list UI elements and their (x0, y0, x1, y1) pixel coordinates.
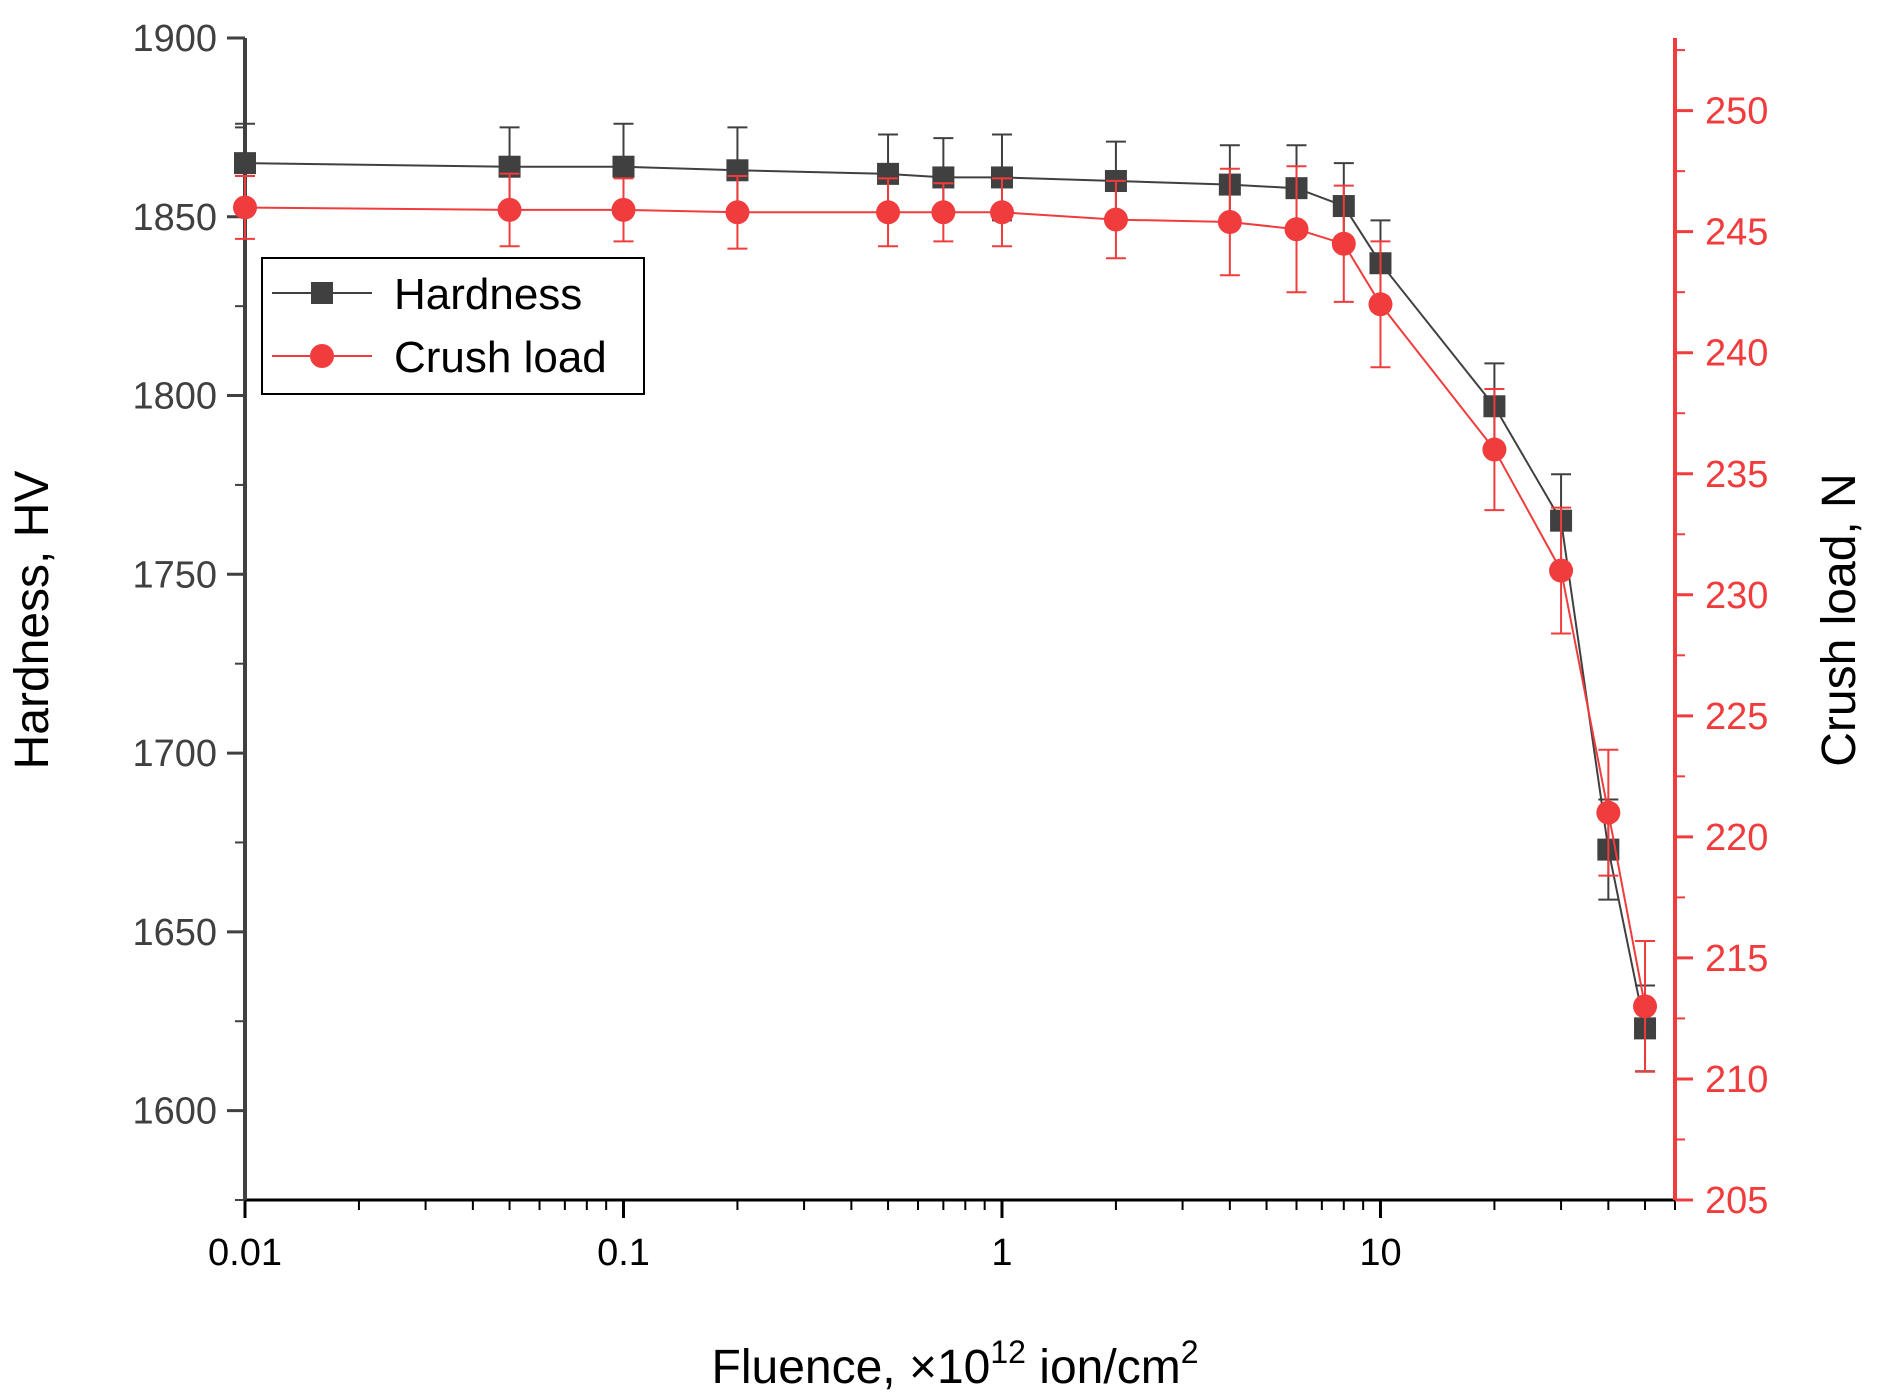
y-left-tick-label: 1900 (132, 18, 217, 60)
y-right-tick-label: 245 (1705, 212, 1768, 254)
data-point (498, 155, 521, 178)
y-right-tick-label: 225 (1705, 696, 1768, 738)
data-point (1482, 437, 1507, 462)
data-point (1549, 558, 1574, 583)
y-left-tick-label: 1750 (132, 554, 217, 596)
x-axis-title-exponent: 12 (990, 1334, 1026, 1370)
legend-hardness-marker (311, 282, 333, 304)
data-point (497, 197, 522, 222)
y-left-tick-label: 1700 (132, 733, 217, 775)
data-point (234, 152, 256, 175)
data-point (876, 200, 901, 225)
data-point (725, 200, 750, 225)
x-axis-title-main: Fluence, ×10 (712, 1341, 991, 1394)
legend-crush-label: Crush load (394, 333, 607, 382)
x-tick-label: 1 (991, 1232, 1012, 1274)
y-right-axis-title: Crush load, N (1813, 473, 1866, 766)
data-point (611, 197, 636, 222)
legend-box (261, 257, 645, 395)
data-point (1596, 800, 1621, 825)
data-point (1633, 994, 1658, 1019)
y-right-tick-label: 230 (1705, 575, 1768, 617)
y-left-axis-title: Hardness, HV (6, 471, 59, 770)
x-tick-label: 0.01 (208, 1232, 282, 1274)
x-axis-title-unit: ion/cm (1026, 1341, 1181, 1394)
series-crush-load (233, 165, 1658, 1073)
data-point (1368, 292, 1393, 317)
y-right-tick-label: 235 (1705, 454, 1768, 496)
data-point (1103, 207, 1128, 232)
series-line (244, 206, 1646, 1007)
data-point (1331, 231, 1356, 256)
legend: Hardness Crush load (261, 257, 645, 395)
series-line (244, 162, 1646, 1029)
data-point (1284, 217, 1309, 242)
data-point (989, 200, 1014, 225)
y-right-tick-label: 240 (1705, 333, 1768, 375)
y-left-tick-label: 1600 (132, 1091, 217, 1133)
y-right-tick-label: 210 (1705, 1059, 1768, 1101)
x-axis-title-unit-exponent: 2 (1181, 1334, 1199, 1370)
series-layer (233, 122, 1658, 1073)
y-right-tick-label: 215 (1705, 938, 1768, 980)
data-point (931, 200, 956, 225)
y-left-tick-label: 1650 (132, 912, 217, 954)
legend-hardness-label: Hardness (394, 270, 582, 319)
legend-crush-marker (310, 344, 334, 368)
x-tick-label: 0.1 (597, 1232, 650, 1274)
x-axis-title: Fluence, ×1012 ion/cm2 (712, 1334, 1199, 1394)
y-left-tick-label: 1850 (132, 197, 217, 239)
y-right-tick-label: 220 (1705, 817, 1768, 859)
data-point (233, 195, 257, 220)
labels-layer: 0.01 0.1 1 10 1600 1650 1700 1750 1800 1850 1900 20… (132, 18, 1768, 1274)
y-right-tick-label: 205 (1705, 1180, 1768, 1222)
y-left-tick-label: 1800 (132, 376, 217, 418)
x-tick-label: 10 (1359, 1232, 1401, 1274)
data-point (1217, 209, 1242, 234)
data-point (612, 155, 635, 178)
axes-layer (227, 36, 1693, 1218)
y-right-tick-label: 250 (1705, 91, 1768, 133)
